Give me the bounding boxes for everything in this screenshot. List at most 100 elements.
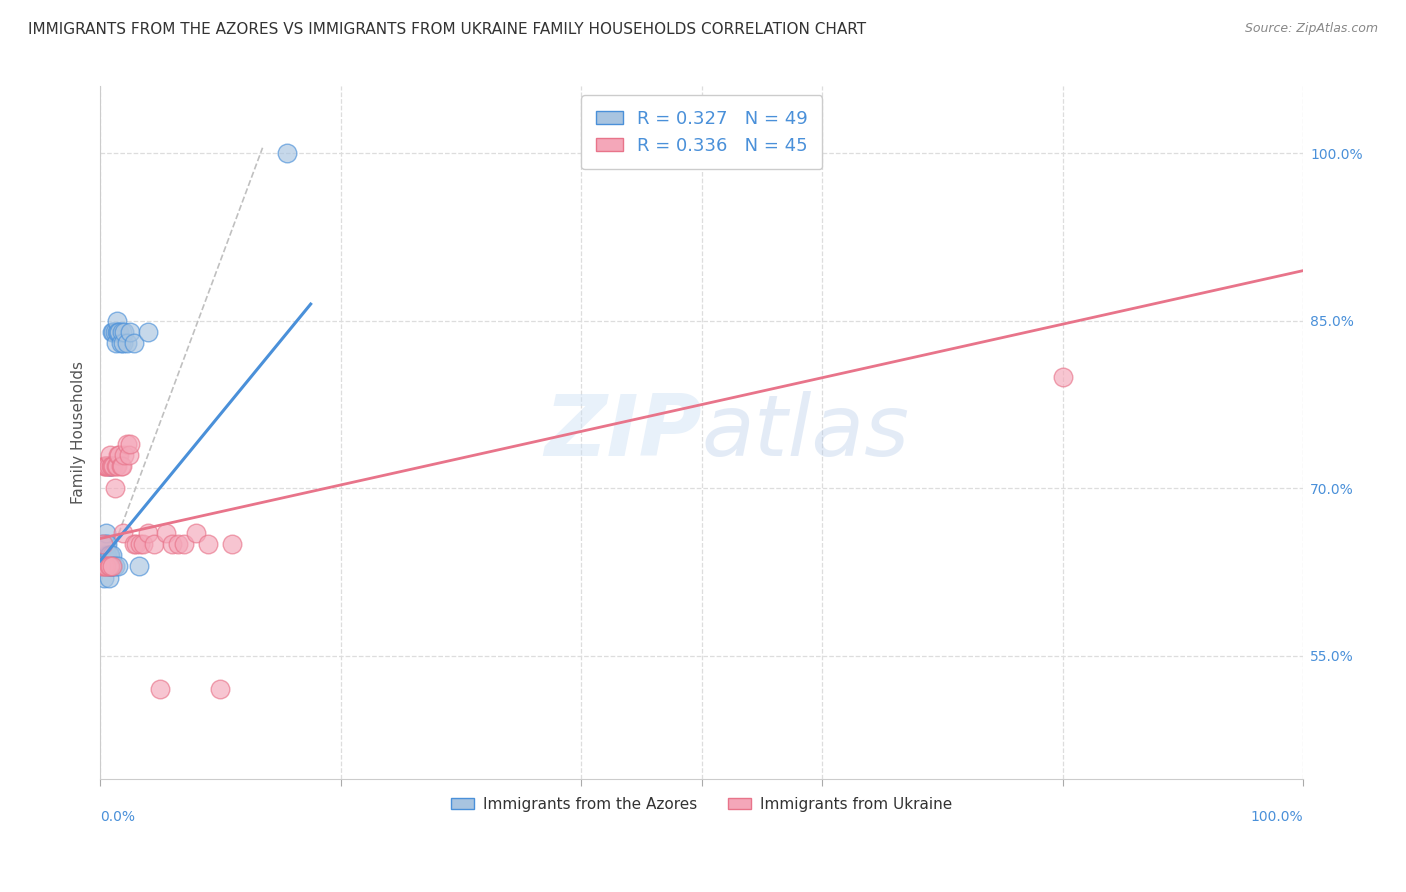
Point [112,325,135,339]
Point [94,559,117,574]
Point [155,525,177,540]
Point [111,336,134,351]
Point [91,559,114,574]
Point [167,537,190,551]
Point [110,336,132,351]
Point [98,549,121,563]
Point [108,325,131,339]
Point [91,537,114,551]
Point [94,549,117,563]
Point [91,537,114,551]
Point [101,559,124,574]
Point [104,336,127,351]
Text: atlas: atlas [702,391,910,474]
Point [132,537,155,551]
Point [103,559,125,574]
Point [101,325,124,339]
Point [122,537,145,551]
Point [105,314,128,328]
Point [101,559,124,574]
Point [186,525,208,540]
Point [98,458,121,473]
Point [97,549,120,563]
Point [90,559,112,574]
Point [162,537,184,551]
Point [97,559,120,574]
Text: 100.0%: 100.0% [1251,810,1303,823]
Point [120,436,142,450]
Text: Source: ZipAtlas.com: Source: ZipAtlas.com [1244,22,1378,36]
Point [94,458,117,473]
Point [111,525,134,540]
Point [115,336,138,351]
Point [98,448,121,462]
Point [143,537,166,551]
Point [111,325,134,339]
Point [98,559,121,574]
Point [100,458,122,473]
Point [112,448,135,462]
Point [97,559,120,574]
Point [93,571,115,585]
Point [96,537,118,551]
Point [1052,369,1074,384]
Legend: Immigrants from the Azores, Immigrants from Ukraine: Immigrants from the Azores, Immigrants f… [443,789,960,820]
Point [96,549,118,563]
Point [104,458,127,473]
Point [97,458,120,473]
Point [122,336,145,351]
Point [120,325,142,339]
Point [125,537,148,551]
Point [103,325,125,339]
Point [100,458,122,473]
Point [93,559,115,574]
Point [103,559,125,574]
Text: 0.0%: 0.0% [100,810,135,823]
Point [103,481,125,495]
Point [97,458,120,473]
Point [93,537,115,551]
Y-axis label: Family Households: Family Households [72,361,86,504]
Point [94,458,117,473]
Point [107,325,129,339]
Point [90,537,112,551]
Point [108,448,131,462]
Point [94,537,117,551]
Point [221,537,243,551]
Point [100,559,122,574]
Point [136,325,159,339]
Point [209,682,232,697]
Point [96,559,118,574]
Point [93,458,115,473]
Point [107,559,129,574]
Text: ZIP: ZIP [544,391,702,474]
Point [197,537,219,551]
Point [94,525,117,540]
Point [136,525,159,540]
Point [115,436,138,450]
Point [94,559,117,574]
Point [101,458,124,473]
Point [118,448,141,462]
Point [128,537,150,551]
Point [96,458,118,473]
Point [98,559,121,574]
Point [93,549,115,563]
Text: IMMIGRANTS FROM THE AZORES VS IMMIGRANTS FROM UKRAINE FAMILY HOUSEHOLDS CORRELAT: IMMIGRANTS FROM THE AZORES VS IMMIGRANTS… [28,22,866,37]
Point [110,458,132,473]
Point [97,571,120,585]
Point [173,537,195,551]
Point [94,559,117,574]
Point [103,458,125,473]
Point [105,458,128,473]
Point [90,559,112,574]
Point [103,325,125,339]
Point [149,682,172,697]
Point [94,549,117,563]
Point [128,559,150,574]
Point [107,448,129,462]
Point [101,549,124,563]
Point [276,146,298,161]
Point [105,325,128,339]
Point [111,458,134,473]
